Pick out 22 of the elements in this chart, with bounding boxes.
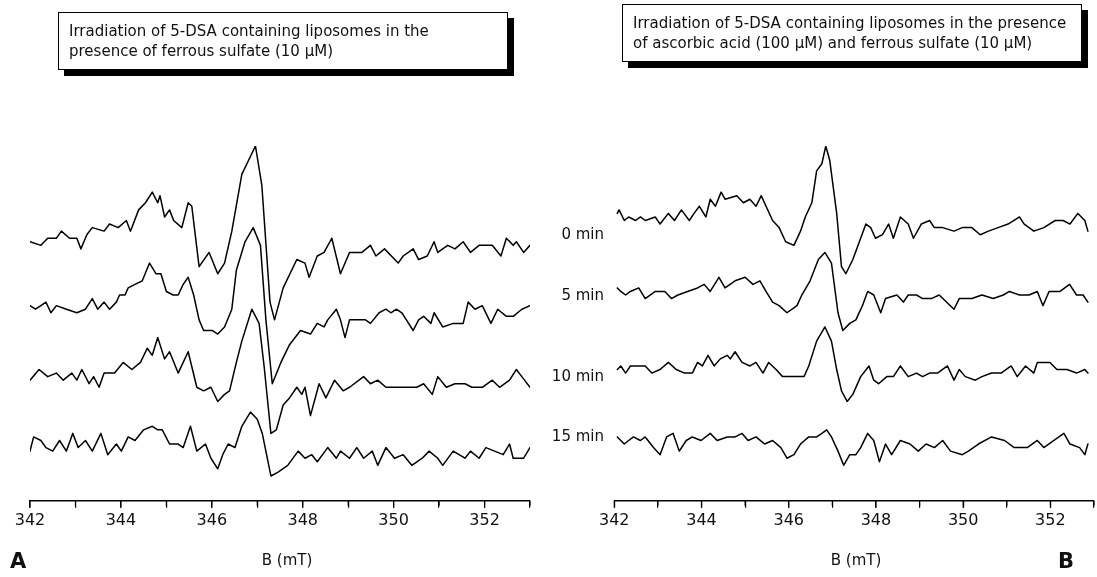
text: 5 min — [561, 285, 604, 304]
series-label: 15 min — [551, 427, 604, 446]
x-tick-label: 344 — [686, 509, 717, 529]
x-tick-label: 352 — [1035, 509, 1066, 529]
x-axis-title: B (mT) — [829, 551, 883, 569]
x-tick-label: 346 — [773, 509, 804, 529]
text: 0 min — [561, 225, 604, 244]
x-tick-label: 350 — [947, 509, 979, 529]
x-tick-label: 346 — [196, 509, 228, 529]
chart-title: Irradiation of 5-DSA containing liposomes in the presence of ascorbic acid (100 μM) and ferrous sulfate (10 μM) — [622, 4, 1082, 62]
x-tick-label: 350 — [378, 509, 409, 529]
chart-title: Irradiation of 5-DSA containing liposomes in the presence of ferrous sulfate (10 μM) — [58, 12, 508, 70]
x-tick-label: 344 — [105, 509, 137, 529]
x-tick-label: 342 — [599, 509, 630, 529]
text: B — [1058, 549, 1075, 573]
series-label: 10 min — [551, 367, 604, 386]
text: A — [10, 549, 27, 573]
x-tick-label: 348 — [287, 509, 318, 529]
x-axis-title: B (mT) — [260, 551, 314, 569]
x-tick-label: 348 — [860, 509, 892, 529]
x-tick-label: 352 — [469, 509, 500, 529]
x-tick-label: 342 — [14, 509, 46, 529]
